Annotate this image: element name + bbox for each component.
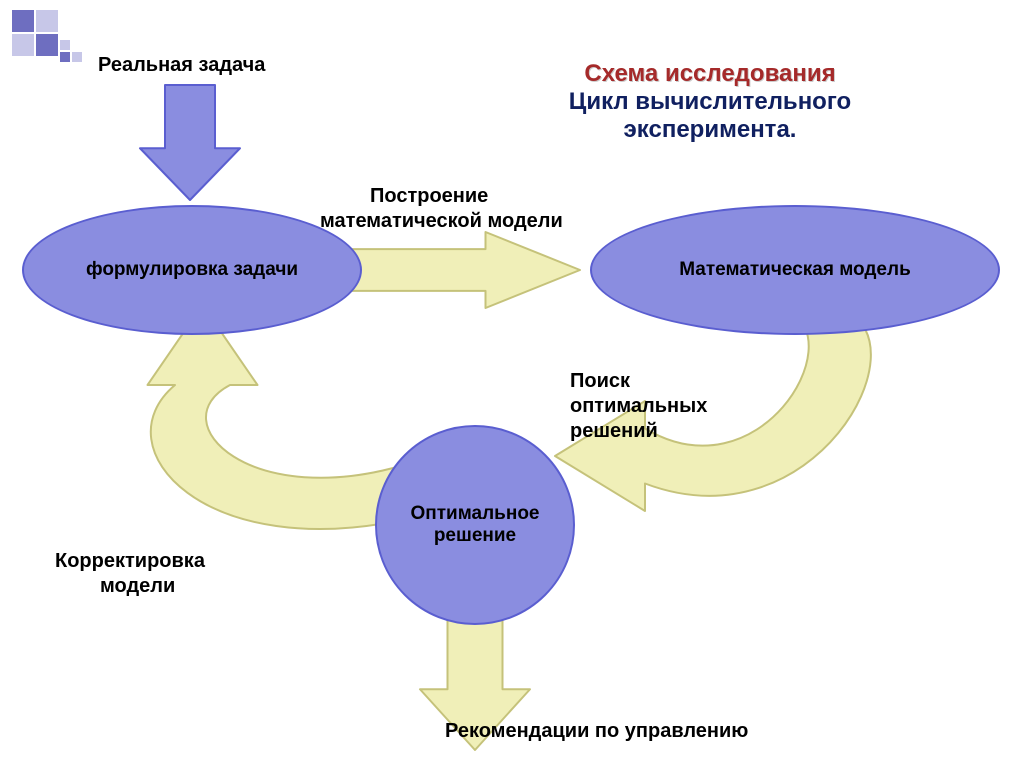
node-optimal-line1: Оптимальное (410, 503, 539, 525)
node-formulation: формулировка задачи (22, 205, 362, 335)
label-search-3: решений (570, 420, 658, 443)
diagram-title: Схема исследования Цикл вычислительного … (480, 60, 940, 144)
arrow-down-purple (140, 85, 240, 200)
node-math-model-label: Математическая модель (679, 259, 911, 281)
node-math-model: Математическая модель (590, 205, 1000, 335)
decor-square (72, 52, 82, 62)
node-optimal: Оптимальное решение (375, 425, 575, 625)
decor-square (12, 34, 34, 56)
label-search-1: Поиск (570, 370, 630, 393)
label-correct-2: модели (100, 575, 175, 598)
diagram-stage: Схема исследования Цикл вычислительного … (0, 0, 1024, 767)
label-recommend: Рекомендации по управлению (445, 720, 748, 743)
node-formulation-label: формулировка задачи (86, 259, 298, 281)
node-optimal-line2: решение (410, 525, 539, 547)
label-build-model-1: Построение (370, 185, 488, 208)
label-real-task: Реальная задача (98, 54, 265, 77)
label-build-model-2: математической модели (320, 210, 563, 233)
label-correct-1: Корректировка (55, 550, 205, 573)
decor-square (60, 52, 70, 62)
title-line-2b: эксперимента. (480, 116, 940, 144)
decor-square (60, 40, 70, 50)
decor-square (36, 10, 58, 32)
title-line-1: Схема исследования (480, 60, 940, 88)
decor-square (12, 10, 34, 32)
label-search-2: оптимальных (570, 395, 707, 418)
title-line-2a: Цикл вычислительного (480, 88, 940, 116)
arrow-curve-left (115, 305, 415, 565)
decor-square (36, 34, 58, 56)
